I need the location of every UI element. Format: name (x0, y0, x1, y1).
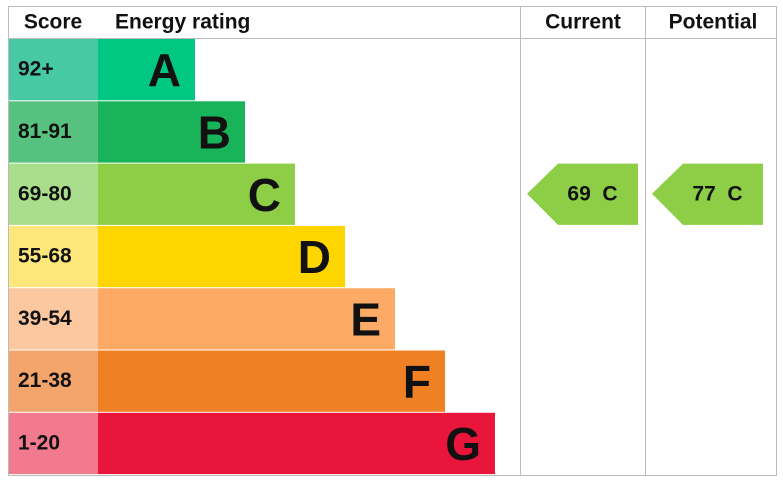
score-cell (9, 288, 98, 350)
header-potential: Potential (669, 11, 758, 34)
rating-letter: B (198, 106, 231, 158)
score-label: 55-68 (18, 245, 72, 268)
rating-bar (98, 39, 195, 101)
header-score: Score (24, 11, 82, 34)
rating-arrow (652, 163, 763, 225)
score-label: 69-80 (18, 182, 72, 205)
rating-letter: D (298, 231, 331, 283)
rating-bar (98, 288, 395, 350)
rating-bar (98, 412, 495, 475)
score-cell (9, 39, 98, 101)
rating-letter: C (248, 169, 281, 221)
score-cell (9, 412, 98, 475)
score-label: 1-20 (18, 431, 60, 454)
rating-arrow-label: 77 C (692, 182, 742, 205)
score-label: 21-38 (18, 369, 72, 392)
score-cell (9, 350, 98, 412)
score-cell (9, 163, 98, 225)
frame (8, 6, 777, 476)
header-rating: Energy rating (115, 11, 250, 34)
score-label: 92+ (18, 58, 54, 81)
rating-bar (98, 225, 345, 288)
rating-letter: A (148, 44, 181, 96)
rating-letter: F (403, 356, 431, 408)
rating-bar (98, 101, 245, 163)
score-label: 39-54 (18, 307, 72, 330)
score-cell (9, 225, 98, 288)
rating-letter: E (350, 293, 381, 345)
rating-arrow-label: 69 C (567, 182, 617, 205)
rating-bar (98, 350, 445, 412)
header-current: Current (545, 11, 621, 34)
score-label: 81-91 (18, 120, 72, 143)
rating-bar (98, 163, 295, 225)
rating-arrow (527, 163, 638, 225)
score-cell (9, 101, 98, 163)
rating-letter: G (445, 418, 481, 470)
